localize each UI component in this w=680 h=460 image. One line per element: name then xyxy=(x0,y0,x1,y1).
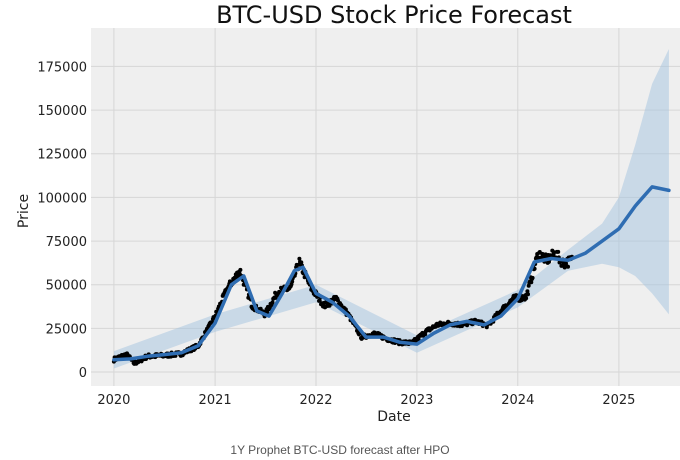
observed-point xyxy=(524,296,529,301)
x-tick-label: 2025 xyxy=(602,393,635,408)
y-axis-label: Price xyxy=(16,194,32,228)
y-tick-label: 100000 xyxy=(37,191,87,206)
chart-title: BTC-USD Stock Price Forecast xyxy=(216,1,572,29)
x-tick-label: 2022 xyxy=(299,393,332,408)
x-tick-label: 2023 xyxy=(400,393,433,408)
figure-caption: 1Y Prophet BTC-USD forecast after HPO xyxy=(230,443,450,457)
x-tick-label: 2020 xyxy=(97,393,130,408)
forecast-line xyxy=(112,185,671,362)
observed-point xyxy=(530,275,535,280)
observed-point xyxy=(526,292,530,297)
uncertainty-band xyxy=(113,49,669,369)
y-tick-label: 175000 xyxy=(37,60,87,75)
y-tick-label: 25000 xyxy=(46,322,87,337)
observed-point xyxy=(529,280,534,285)
y-tick-label: 150000 xyxy=(37,104,87,119)
x-tick-label: 2021 xyxy=(199,393,232,408)
observed-point xyxy=(526,283,531,288)
observed-point xyxy=(238,267,243,272)
y-tick-label: 50000 xyxy=(46,279,87,294)
x-axis-label: Date xyxy=(377,409,410,425)
observed-point xyxy=(297,256,302,261)
uncertainty-band-area xyxy=(113,49,669,369)
observed-point xyxy=(317,298,322,303)
observed-point xyxy=(299,260,304,265)
x-tick-labels: 2020 2021 2022 2023 2024 2025 xyxy=(97,393,635,408)
observed-point xyxy=(270,300,275,305)
observed-point xyxy=(416,337,421,342)
forecast-chart: BTC-USD Stock Price Forecast 2020 2021 202… xyxy=(16,1,680,425)
y-tick-label: 75000 xyxy=(46,235,87,250)
y-tick-label: 125000 xyxy=(37,148,87,163)
y-tick-label: 0 xyxy=(79,366,87,381)
y-tick-labels: 0 25000 50000 75000 100000 125000 150000 175000 xyxy=(37,60,87,381)
forecast-line-path xyxy=(112,185,671,362)
x-tick-label: 2024 xyxy=(501,393,534,408)
observed-point xyxy=(290,279,295,284)
observed-point xyxy=(556,249,561,254)
observed-point xyxy=(327,303,332,308)
observed-point xyxy=(566,264,570,269)
